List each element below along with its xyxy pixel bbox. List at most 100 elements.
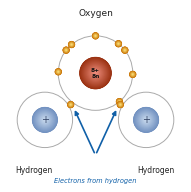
Circle shape <box>70 104 71 105</box>
Circle shape <box>39 114 51 126</box>
Circle shape <box>92 32 99 39</box>
Circle shape <box>130 71 136 77</box>
Circle shape <box>95 35 96 36</box>
Circle shape <box>42 118 47 122</box>
Circle shape <box>43 118 46 121</box>
Circle shape <box>64 48 68 52</box>
Circle shape <box>116 98 123 105</box>
Circle shape <box>117 101 124 108</box>
Circle shape <box>123 49 126 52</box>
Circle shape <box>135 109 157 131</box>
Circle shape <box>80 57 111 89</box>
Circle shape <box>68 41 75 48</box>
Circle shape <box>91 69 100 77</box>
Circle shape <box>40 115 50 125</box>
Circle shape <box>64 48 68 52</box>
Circle shape <box>41 116 49 124</box>
Circle shape <box>84 62 107 84</box>
Circle shape <box>69 42 74 47</box>
Circle shape <box>135 109 157 131</box>
Circle shape <box>44 119 46 121</box>
Circle shape <box>63 47 69 53</box>
Circle shape <box>63 47 69 53</box>
Circle shape <box>68 102 74 107</box>
Circle shape <box>116 98 123 105</box>
Circle shape <box>43 118 47 122</box>
Circle shape <box>95 35 96 36</box>
Circle shape <box>81 59 110 88</box>
Circle shape <box>116 41 121 46</box>
Circle shape <box>144 118 148 122</box>
Circle shape <box>117 99 122 104</box>
Circle shape <box>124 49 126 51</box>
Circle shape <box>95 72 96 74</box>
Circle shape <box>82 59 109 87</box>
Circle shape <box>32 107 58 133</box>
Circle shape <box>65 49 67 51</box>
Circle shape <box>95 72 96 74</box>
Circle shape <box>139 113 153 127</box>
Circle shape <box>92 33 99 39</box>
Circle shape <box>137 111 155 129</box>
Circle shape <box>94 72 97 74</box>
Circle shape <box>136 110 156 130</box>
Circle shape <box>35 110 55 130</box>
Circle shape <box>84 62 107 84</box>
Circle shape <box>71 44 72 45</box>
Circle shape <box>33 108 56 131</box>
Circle shape <box>145 119 147 121</box>
Circle shape <box>55 69 61 75</box>
Circle shape <box>139 113 153 127</box>
Circle shape <box>119 101 120 102</box>
Circle shape <box>84 62 107 85</box>
Circle shape <box>44 119 45 121</box>
Circle shape <box>122 47 128 53</box>
Circle shape <box>36 111 53 128</box>
Circle shape <box>80 58 111 89</box>
Circle shape <box>123 48 127 52</box>
Circle shape <box>91 69 100 78</box>
Circle shape <box>134 108 158 132</box>
Circle shape <box>69 102 73 107</box>
Circle shape <box>118 100 121 103</box>
Circle shape <box>57 70 60 73</box>
Circle shape <box>90 68 101 79</box>
Circle shape <box>118 100 121 103</box>
Circle shape <box>65 49 67 51</box>
Circle shape <box>69 42 74 47</box>
Circle shape <box>57 70 60 74</box>
Circle shape <box>116 41 121 46</box>
Circle shape <box>87 64 104 82</box>
Circle shape <box>117 101 124 108</box>
Circle shape <box>70 43 73 46</box>
Circle shape <box>42 117 48 123</box>
Circle shape <box>117 42 120 45</box>
Circle shape <box>117 42 120 46</box>
Circle shape <box>68 102 74 108</box>
Circle shape <box>117 42 120 46</box>
Circle shape <box>130 72 135 77</box>
Circle shape <box>87 65 104 82</box>
Circle shape <box>123 48 127 52</box>
Circle shape <box>95 35 96 37</box>
Circle shape <box>87 64 104 82</box>
Circle shape <box>70 104 71 105</box>
Circle shape <box>119 101 120 102</box>
Circle shape <box>70 103 72 106</box>
Circle shape <box>132 74 134 75</box>
Circle shape <box>130 72 135 77</box>
Circle shape <box>90 68 101 79</box>
Circle shape <box>117 43 119 45</box>
Circle shape <box>117 101 123 108</box>
Circle shape <box>117 99 122 104</box>
Circle shape <box>124 50 125 51</box>
Circle shape <box>120 104 121 105</box>
Circle shape <box>119 103 122 106</box>
Circle shape <box>85 62 106 84</box>
Circle shape <box>142 116 150 124</box>
Circle shape <box>93 33 98 39</box>
Circle shape <box>67 101 74 108</box>
Circle shape <box>80 58 111 88</box>
Circle shape <box>115 40 122 47</box>
Text: +: + <box>41 115 49 125</box>
